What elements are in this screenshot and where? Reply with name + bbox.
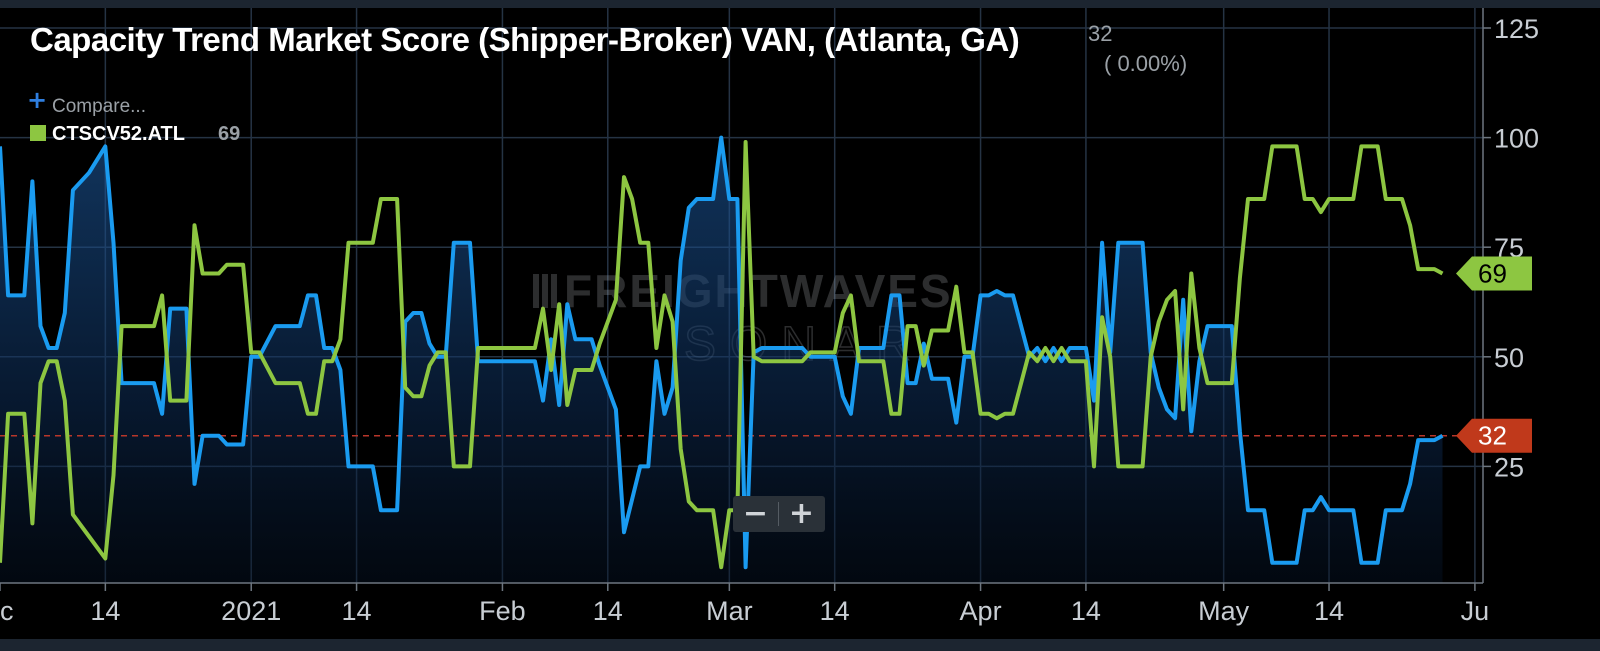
x-axis-ticks: c 14 2021 14 Feb 14 Mar 14 Apr 14 May 14 Ju	[0, 583, 1489, 626]
y-tick-label: 125	[1494, 14, 1539, 44]
x-tick-label: 14	[820, 596, 850, 626]
x-tick-label: 14	[1071, 596, 1101, 626]
legend-series-value: 69	[218, 123, 240, 145]
series-line-2[interactable]	[0, 140, 1444, 570]
series-line-1[interactable]	[0, 135, 1444, 570]
y-tick-label: 25	[1494, 452, 1524, 482]
watermark-logo-icon	[533, 274, 557, 308]
legend-series-name: CTSCV52.ATL	[52, 123, 185, 145]
plus-icon: +	[27, 86, 47, 114]
legend-swatch-icon	[30, 125, 46, 141]
y-tick-label: 50	[1494, 343, 1524, 373]
series-area-fill	[0, 137, 1443, 583]
current-value: 32	[1088, 21, 1112, 46]
change-percent: ( 0.00%)	[1104, 51, 1187, 76]
red-badge-label: 32	[1478, 421, 1507, 451]
x-tick-label: 14	[342, 596, 372, 626]
series-lines	[0, 135, 1444, 570]
watermark-freightwaves: FREIGHTWAVES	[564, 265, 953, 317]
x-tick-label: Apr	[960, 596, 1002, 626]
green-value-badge: 69	[1456, 256, 1532, 291]
x-tick-label: 2021	[221, 596, 281, 626]
x-tick-label: 14	[1314, 596, 1344, 626]
primary-series-area	[0, 137, 1443, 583]
green-badge-label: 69	[1478, 259, 1507, 289]
compare-label: Compare...	[52, 96, 146, 117]
red-value-badge: 32	[1456, 418, 1532, 453]
x-tick-label: c	[0, 596, 14, 626]
x-tick-label: Mar	[706, 596, 753, 626]
zoom-divider	[778, 502, 779, 526]
zoom-in-button[interactable]: +	[788, 496, 815, 531]
legend-entry[interactable]: CTSCV52.ATL 69	[30, 123, 240, 145]
x-tick-label: 14	[90, 596, 120, 626]
compare-link[interactable]: + Compare...	[27, 86, 146, 117]
x-tick-label: Ju	[1461, 596, 1490, 626]
zoom-controls: − +	[733, 496, 825, 532]
y-tick-label: 100	[1494, 124, 1539, 154]
x-tick-label: Feb	[479, 596, 526, 626]
x-tick-label: 14	[593, 596, 623, 626]
x-tick-label: May	[1198, 596, 1250, 626]
zoom-out-button[interactable]: −	[742, 496, 769, 531]
chart-panel: FREIGHTWAVES SONAR 25 50 75 100 125 c 14 2021 1…	[0, 8, 1600, 639]
chart-title: Capacity Trend Market Score (Shipper-Bro…	[30, 21, 1019, 58]
